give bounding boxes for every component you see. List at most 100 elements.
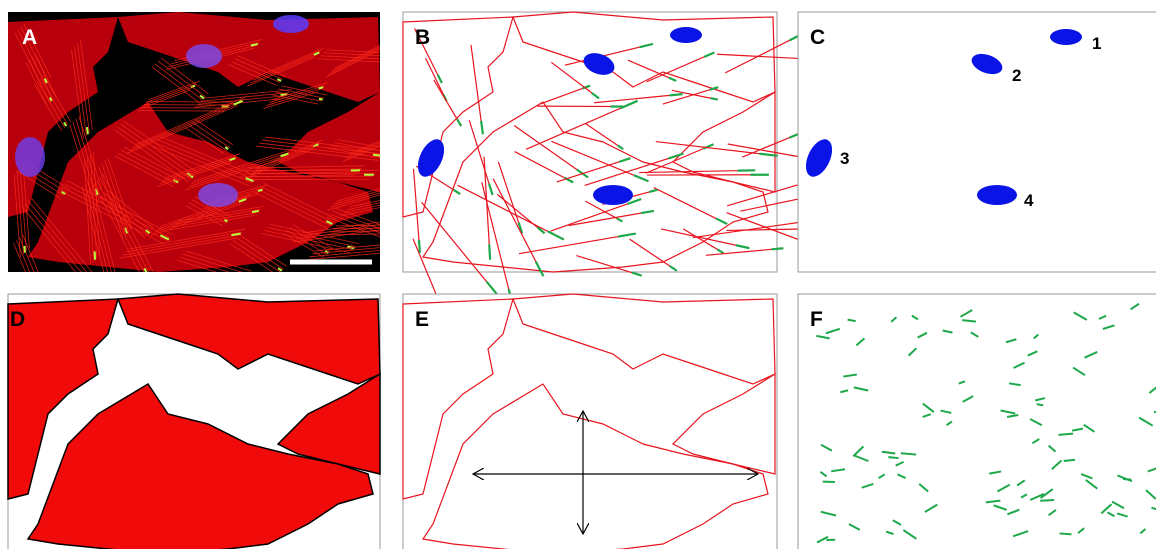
fiber — [188, 202, 227, 224]
adhesion — [820, 510, 837, 517]
adhesion — [771, 247, 784, 251]
fiber — [238, 234, 287, 267]
adhesion — [1016, 479, 1026, 487]
adhesion — [398, 134, 402, 136]
fiber — [334, 45, 380, 69]
fiber — [299, 224, 380, 237]
fiber — [329, 213, 380, 234]
adhesion — [1048, 509, 1057, 517]
fiber — [203, 89, 293, 99]
adhesion — [1073, 311, 1088, 321]
adhesion — [633, 174, 649, 183]
adhesion — [229, 157, 236, 162]
adhesion — [1098, 314, 1107, 320]
fiber — [179, 256, 230, 272]
fiber — [328, 148, 380, 159]
adhesion — [852, 445, 865, 457]
adhesion — [1116, 512, 1128, 518]
fiber — [78, 115, 103, 191]
panel-label: F — [810, 308, 823, 331]
fiber — [413, 28, 443, 84]
adhesion — [276, 78, 282, 82]
fiber — [191, 151, 291, 185]
fiber — [342, 145, 380, 162]
fiber — [14, 32, 43, 88]
adhesion — [1008, 382, 1021, 387]
fiber — [36, 81, 66, 128]
adhesion — [1059, 532, 1072, 536]
adhesion — [591, 92, 600, 100]
adhesion — [907, 347, 918, 357]
adhesion — [616, 217, 623, 223]
adhesion — [547, 230, 565, 241]
fiber — [125, 231, 243, 253]
adhesion — [485, 281, 500, 297]
fiber — [185, 157, 285, 191]
fiber — [19, 237, 35, 272]
adhesion — [996, 483, 1011, 493]
adhesion — [1007, 508, 1020, 516]
fiber — [178, 206, 264, 222]
fiber — [24, 203, 82, 272]
adhesion — [668, 76, 677, 82]
fiber — [122, 234, 240, 256]
fiber — [191, 199, 230, 221]
fiber — [106, 189, 155, 230]
fiber — [234, 58, 283, 80]
nucleus — [977, 185, 1017, 205]
fiber — [337, 139, 380, 148]
fiber — [232, 240, 281, 272]
fiber — [42, 75, 72, 122]
fiber — [231, 61, 280, 83]
adhesion — [958, 380, 966, 385]
fiber — [296, 226, 380, 240]
fiber — [120, 149, 180, 182]
fiber — [13, 243, 26, 272]
fiber — [154, 63, 203, 101]
fiber — [660, 228, 750, 249]
adhesion — [1029, 493, 1045, 501]
adhesion — [1063, 458, 1076, 462]
adhesion — [648, 188, 658, 194]
adhesion — [703, 51, 715, 58]
fiber — [77, 43, 90, 133]
fiber — [662, 86, 719, 105]
fiber — [340, 207, 380, 217]
panel-c: 1 2 3 4 C — [797, 11, 1156, 273]
adhesion — [789, 133, 799, 139]
fiber — [421, 201, 499, 297]
fiber — [481, 182, 514, 308]
fiber — [169, 215, 255, 231]
adhesion — [1029, 418, 1043, 427]
adhesion — [970, 331, 979, 338]
fiber — [107, 157, 133, 229]
adhesion — [277, 267, 283, 272]
adhesion — [382, 248, 388, 249]
adhesion — [639, 42, 654, 49]
fiber — [312, 247, 380, 255]
fiber — [228, 64, 277, 86]
adhesion — [1051, 459, 1063, 470]
adhesion — [245, 177, 254, 183]
fiber — [99, 177, 149, 272]
adhesion — [124, 227, 129, 234]
adhesion — [173, 179, 179, 184]
adhesion — [452, 188, 461, 195]
adhesion — [1106, 511, 1115, 518]
fiber — [98, 166, 124, 238]
adhesion — [318, 86, 324, 90]
adhesion — [43, 78, 48, 84]
fiber — [172, 212, 258, 228]
adhesion — [1151, 506, 1156, 511]
adhesion — [186, 172, 194, 179]
fiber — [351, 140, 380, 153]
adhesion — [534, 260, 545, 277]
fiber — [21, 206, 77, 272]
fiber — [470, 44, 484, 135]
fiber — [655, 140, 778, 157]
fiber — [525, 100, 638, 150]
adhesion — [881, 450, 896, 455]
adhesion — [1020, 493, 1028, 499]
fiber — [33, 84, 63, 131]
adhesion — [23, 245, 26, 253]
